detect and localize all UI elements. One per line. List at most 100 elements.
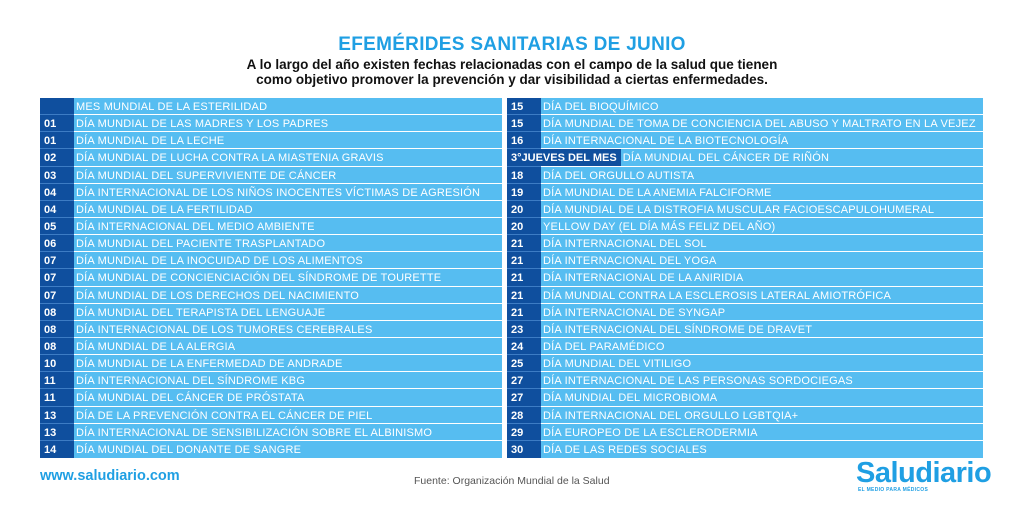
table-row: 05 DÍA INTERNACIONAL DEL MEDIO AMBIENTE (40, 218, 502, 235)
day-number: 04 (40, 201, 74, 218)
row-divider (74, 268, 502, 269)
row-divider (40, 354, 74, 355)
row-divider (507, 234, 541, 235)
table-row: MES MUNDIAL DE LA ESTERILIDAD (40, 98, 502, 115)
day-number: 06 (40, 235, 74, 252)
observance-label: DÍA MUNDIAL DE LA ENFERMEDAD DE ANDRADE (76, 357, 343, 370)
table-row: 08 DÍA MUNDIAL DEL TERAPISTA DEL LENGUAJE (40, 304, 502, 321)
observance-label: DÍA DEL ORGULLO AUTISTA (543, 169, 695, 182)
row-divider (74, 354, 502, 355)
subtitle-line-1: A lo largo del año existen fechas relaci… (246, 57, 778, 72)
row-divider (541, 114, 983, 115)
observance-label: DÍA INTERNACIONAL DE LOS NIÑOS INOCENTES… (76, 186, 481, 199)
observance-label: DÍA INTERNACIONAL DEL SÍNDROME KBG (76, 374, 306, 387)
observance-label: DÍA DE LA PREVENCIÓN CONTRA EL CÁNCER DE… (76, 409, 373, 422)
row-divider (507, 423, 541, 424)
table-row: 08 DÍA INTERNACIONAL DE LOS TUMORES CEREB… (40, 321, 502, 338)
observance-label: DÍA MUNDIAL DE LA INOCUIDAD DE LOS ALIME… (76, 254, 363, 267)
logo-brand-text: Saludiario (856, 457, 992, 489)
table-row: 18 DÍA DEL ORGULLO AUTISTA (507, 167, 983, 184)
observance-label: DÍA MUNDIAL DE TOMA DE CONCIENCIA DEL AB… (543, 117, 976, 130)
observance-label: DÍA MUNDIAL DE LA ALERGIA (76, 340, 236, 353)
row-divider (74, 183, 502, 184)
table-row: 01 DÍA MUNDIAL DE LAS MADRES Y LOS PADRES (40, 115, 502, 132)
day-number: 3°JUEVES DEL MES (507, 149, 621, 166)
right-column-list: 15 DÍA DEL BIOQUÍMICO 15 DÍA MUNDIAL DE TOM… (507, 98, 983, 458)
row-divider (507, 440, 541, 441)
table-row: 11 DÍA INTERNACIONAL DEL SÍNDROME KBG (40, 372, 502, 389)
table-row: 30 DÍA DE LAS REDES SOCIALES (507, 441, 983, 458)
row-divider (74, 234, 502, 235)
row-divider (74, 217, 502, 218)
day-number: 11 (40, 389, 74, 406)
observance-label: DÍA MUNDIAL DEL DONANTE DE SANGRE (76, 443, 302, 456)
table-row: 04 DÍA INTERNACIONAL DE LOS NIÑOS INOCENT… (40, 184, 502, 201)
observance-label: DÍA MUNDIAL DE LA ANEMIA FALCIFORME (543, 186, 772, 199)
day-number: 07 (40, 287, 74, 304)
day-number: 13 (40, 407, 74, 424)
observance-label: DÍA INTERNACIONAL DEL SÍNDROME DE DRAVET (543, 323, 813, 336)
observance-label: DÍA MUNDIAL DEL PACIENTE TRASPLANTADO (76, 237, 326, 250)
table-row: 29 DÍA EUROPEO DE LA ESCLERODERMIA (507, 424, 983, 441)
table-row: 15 DÍA MUNDIAL DE TOMA DE CONCIENCIA DEL … (507, 115, 983, 132)
day-number: 27 (507, 372, 541, 389)
table-row: 01 DÍA MUNDIAL DE LA LECHE (40, 132, 502, 149)
day-number: 08 (40, 304, 74, 321)
day-number: 20 (507, 218, 541, 235)
row-divider (507, 286, 541, 287)
row-divider (40, 423, 74, 424)
row-divider (40, 371, 74, 372)
table-row: 03 DÍA MUNDIAL DEL SUPERVIVIENTE DE CÁNCE… (40, 167, 502, 184)
day-number: 19 (507, 184, 541, 201)
row-divider (40, 406, 74, 407)
row-divider (40, 114, 74, 115)
table-row: 04 DÍA MUNDIAL DE LA FERTILIDAD (40, 201, 502, 218)
observance-label: DÍA DEL BIOQUÍMICO (543, 100, 659, 113)
website-link[interactable]: www.saludiario.com (40, 468, 180, 484)
day-number: 21 (507, 304, 541, 321)
row-divider (541, 440, 983, 441)
row-divider (541, 320, 983, 321)
observance-label: DÍA MUNDIAL DE LA LECHE (76, 134, 225, 147)
row-divider (40, 148, 74, 149)
observance-label: DÍA INTERNACIONAL DE LA BIOTECNOLOGÍA (543, 134, 789, 147)
source-note: Fuente: Organización Mundial de la Salud (414, 475, 610, 487)
row-divider (507, 406, 541, 407)
day-number: 28 (507, 407, 541, 424)
day-number: 21 (507, 235, 541, 252)
day-number: 30 (507, 441, 541, 458)
table-row: 27 DÍA INTERNACIONAL DE LAS PERSONAS SORD… (507, 372, 983, 389)
row-divider (74, 406, 502, 407)
row-divider (541, 354, 983, 355)
row-divider (40, 166, 74, 167)
row-divider (541, 388, 983, 389)
observance-label: DÍA MUNDIAL DE LA FERTILIDAD (76, 203, 253, 216)
day-number: 11 (40, 372, 74, 389)
row-divider (541, 371, 983, 372)
row-divider (74, 200, 502, 201)
observance-label: DÍA MUNDIAL DEL VITILIGO (543, 357, 692, 370)
day-number (40, 98, 74, 115)
page-subtitle: A lo largo del año existen fechas relaci… (0, 57, 1024, 87)
table-row: 27 DÍA MUNDIAL DEL MICROBIOMA (507, 389, 983, 406)
table-row: 06 DÍA MUNDIAL DEL PACIENTE TRASPLANTADO (40, 235, 502, 252)
day-number: 21 (507, 287, 541, 304)
table-row: 07 DÍA MUNDIAL DE LOS DERECHOS DEL NACIMI… (40, 287, 502, 304)
table-row: 20 DÍA MUNDIAL DE LA DISTROFIA MUSCULAR F… (507, 201, 983, 218)
observance-label: DÍA MUNDIAL DE LUCHA CONTRA LA MIASTENIA… (76, 151, 384, 164)
day-number: 20 (507, 201, 541, 218)
row-divider (541, 303, 983, 304)
row-divider (40, 251, 74, 252)
day-number: 05 (40, 218, 74, 235)
row-divider (507, 183, 541, 184)
day-number: 15 (507, 98, 541, 115)
row-divider (541, 251, 983, 252)
row-divider (507, 268, 541, 269)
observance-label: DÍA MUNDIAL DEL MICROBIOMA (543, 391, 718, 404)
row-divider (507, 320, 541, 321)
row-divider (40, 320, 74, 321)
row-divider (40, 388, 74, 389)
observance-label: DÍA MUNDIAL CONTRA LA ESCLEROSIS LATERAL… (543, 289, 892, 302)
row-divider (40, 303, 74, 304)
table-row: 13 DÍA DE LA PREVENCIÓN CONTRA EL CÁNCER … (40, 407, 502, 424)
